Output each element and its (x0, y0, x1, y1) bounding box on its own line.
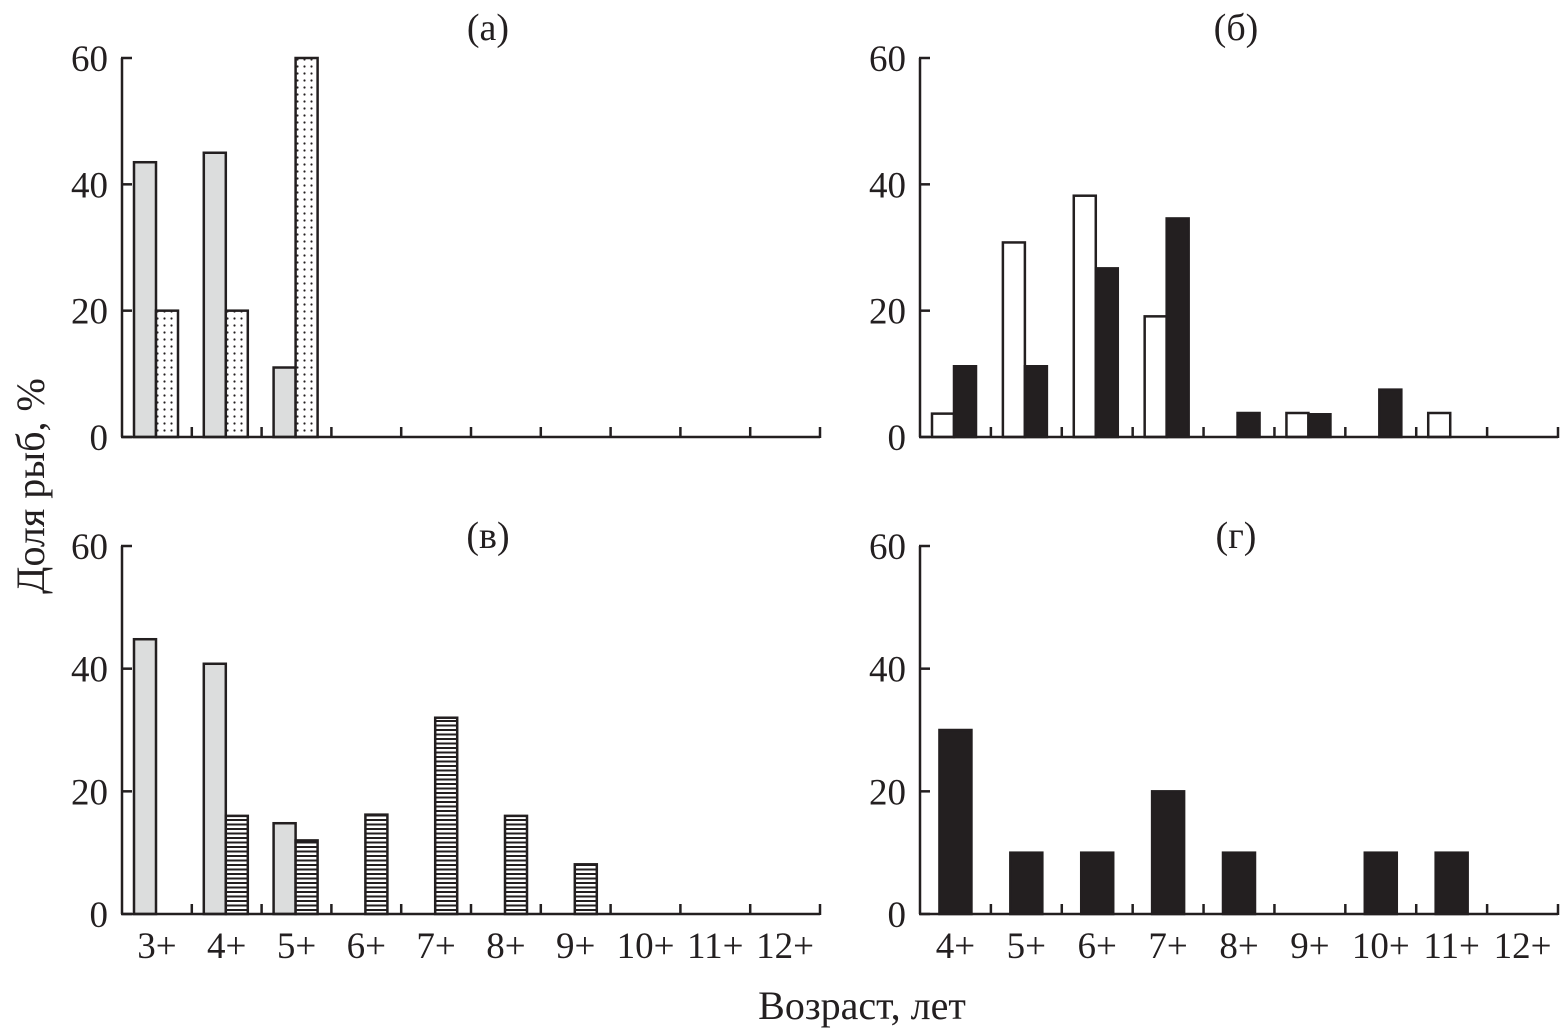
y-tick-label: 0 (90, 418, 109, 459)
x-tick-label: 8+ (486, 926, 525, 967)
y-axis-title: Доля рыб, % (8, 378, 53, 594)
panel-a: (а) 0 20 40 60 (71, 7, 822, 459)
y-tick-label: 60 (71, 527, 108, 568)
y-tick-label: 60 (869, 527, 906, 568)
bar-4+-series-gray (202, 151, 228, 439)
bar-4+-series-gray (202, 662, 228, 916)
bar-11+-series-white (1426, 411, 1452, 439)
bar-4+-series-white (930, 412, 956, 439)
bar-7+-series-hatched (433, 716, 459, 916)
bar-4+-series-black (952, 365, 978, 439)
bar-5+-series-gray (272, 821, 297, 916)
bar-7+-series-white (1143, 315, 1168, 439)
x-tick-label: 10+ (1352, 926, 1410, 967)
y-tick-label: 40 (869, 650, 906, 691)
bar-3+-series-gray (132, 637, 158, 916)
bar-5+-series-black (1023, 365, 1049, 439)
y-tick-label: 40 (71, 165, 108, 206)
y-tick-label: 60 (869, 39, 906, 80)
y-tick-label: 0 (888, 418, 907, 459)
y-tick-label: 40 (869, 165, 906, 206)
bar-11+-series-black (1434, 851, 1469, 916)
bar-5+-series-white (1001, 241, 1027, 439)
x-tick-label: 4+ (936, 926, 975, 967)
bar-6+-series-hatched (364, 813, 389, 916)
bar-4+-series-black (938, 728, 973, 916)
bar-5+-series-black (1009, 851, 1044, 916)
bar-7+-series-black (1150, 790, 1186, 916)
bar-9+-series-hatched (573, 863, 599, 916)
y-tick-label: 20 (71, 292, 108, 333)
x-tick-label: 12+ (1494, 926, 1552, 967)
y-tick-label: 40 (71, 650, 108, 691)
x-tick-label: 11+ (1423, 926, 1480, 967)
y-tick-label: 60 (71, 39, 108, 80)
x-tick-label: 7+ (1148, 926, 1187, 967)
x-tick-label: 7+ (416, 926, 455, 967)
panel-title: (а) (467, 7, 509, 49)
bar-6+-series-black (1079, 851, 1115, 916)
bar-3+-series-gray (132, 160, 158, 439)
y-tick-label: 20 (869, 292, 906, 333)
bar-10+-series-black (1378, 388, 1403, 439)
panel-b: (б) 0 20 40 60 (869, 7, 1560, 459)
bar-5+-series-gray (272, 366, 297, 439)
bar-4+-series-hatched (224, 814, 250, 916)
bar-10+-series-black (1363, 851, 1399, 916)
x-tick-label: 9+ (1290, 926, 1329, 967)
bar-9+-series-black (1307, 413, 1332, 439)
x-tick-label: 4+ (207, 926, 246, 967)
y-tick-label: 0 (888, 895, 907, 936)
bar-4+-series-dotted (224, 309, 250, 439)
x-tick-label: 6+ (1078, 926, 1117, 967)
y-tick-label: 20 (71, 772, 108, 813)
panel-g: (г) 0 20 40 60 4+ 5+ 6+ 7+ 8+ 9+ 10+ 11+ 12+ (869, 515, 1560, 967)
panel-v: (в) 0 20 40 60 3+ 4+ 5+ 6+ 7+ 8+ 9+ 10+ 11+ 12+ (71, 515, 822, 967)
bar-5+-series-hatched (294, 839, 319, 916)
bar-6+-series-white (1072, 194, 1098, 439)
x-tick-label: 11+ (687, 926, 744, 967)
bar-8+-series-hatched (503, 814, 529, 916)
bar-7+-series-black (1165, 217, 1190, 439)
bar-6+-series-black (1094, 267, 1120, 439)
x-tick-label: 3+ (137, 926, 176, 967)
x-tick-label: 6+ (347, 926, 386, 967)
x-tick-label: 12+ (756, 926, 814, 967)
x-tick-label: 5+ (1007, 926, 1046, 967)
y-tick-label: 0 (90, 895, 109, 936)
panel-title: (б) (1214, 7, 1259, 49)
bar-9+-series-white (1285, 411, 1310, 439)
x-tick-label: 5+ (277, 926, 316, 967)
x-tick-label: 9+ (556, 926, 595, 967)
x-axis-title: Возраст, лет (758, 983, 966, 1028)
x-tick-label: 8+ (1219, 926, 1258, 967)
bar-5+-series-dotted (294, 56, 319, 439)
bar-8+-series-black (1236, 411, 1261, 439)
panel-title: (в) (466, 515, 509, 557)
y-tick-label: 20 (869, 772, 906, 813)
panel-title: (г) (1216, 515, 1257, 557)
x-tick-label: 10+ (617, 926, 675, 967)
bar-8+-series-black (1221, 851, 1257, 916)
bar-3+-series-dotted (154, 309, 180, 439)
